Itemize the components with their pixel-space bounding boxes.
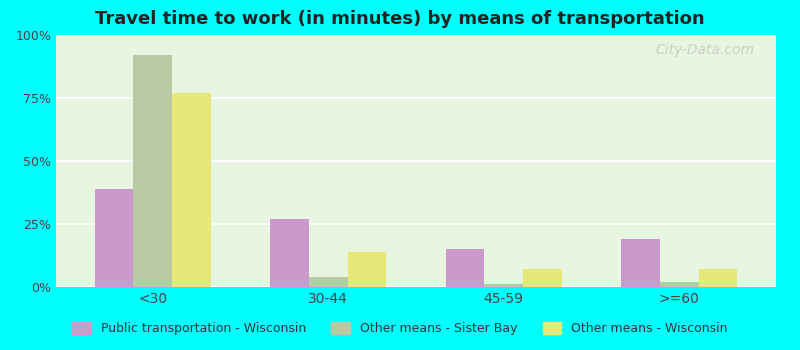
Bar (94, 189, 134, 287)
Bar (622, 239, 660, 287)
Bar (309, 277, 347, 287)
Legend: Public transportation - Wisconsin, Other means - Sister Bay, Other means - Wisco: Public transportation - Wisconsin, Other… (67, 317, 733, 340)
Bar (523, 270, 562, 287)
Bar (347, 252, 386, 287)
Text: Travel time to work (in minutes) by means of transportation: Travel time to work (in minutes) by mean… (95, 10, 705, 28)
Bar (446, 249, 485, 287)
Bar (698, 270, 738, 287)
Bar (270, 219, 309, 287)
Bar (134, 55, 172, 287)
Text: City-Data.com: City-Data.com (655, 43, 754, 57)
Bar (660, 282, 698, 287)
Bar (485, 285, 523, 287)
Bar (172, 93, 210, 287)
